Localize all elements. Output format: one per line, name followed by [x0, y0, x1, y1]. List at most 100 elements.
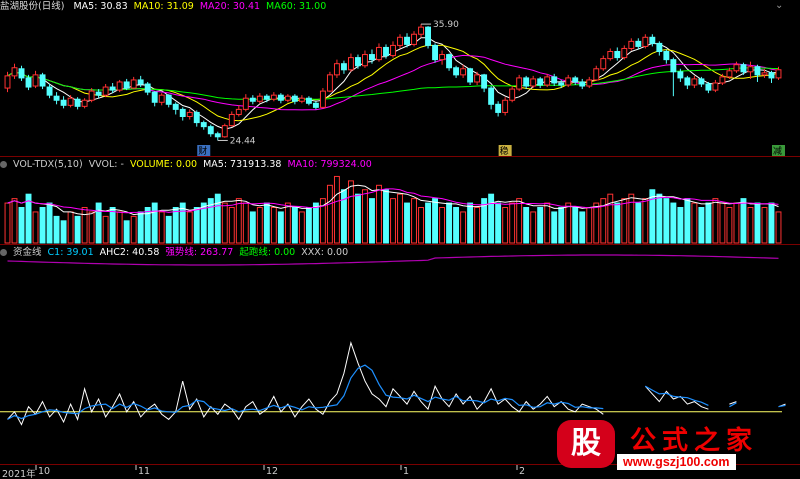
- candle-body: [172, 103, 179, 110]
- header.ma-label: MA20: 30.41: [199, 1, 261, 12]
- candle-body: [4, 75, 11, 89]
- volume-bar: [663, 198, 670, 244]
- candle-body: [151, 91, 158, 103]
- volume-bar: [263, 202, 270, 244]
- candle-body: [179, 108, 186, 117]
- candle-body: [649, 36, 656, 44]
- ind_header-label: XXX: 0.00: [301, 247, 349, 258]
- volume-bar: [768, 202, 775, 244]
- volume-bar: [691, 202, 698, 244]
- pane-divider: [0, 156, 800, 157]
- ind_header-label: AHC2: 40.58: [99, 247, 160, 258]
- candle-body: [439, 54, 446, 61]
- volume-bar: [670, 202, 677, 244]
- volume-bar: [46, 202, 53, 244]
- volume-bar: [319, 198, 326, 244]
- event-marker-label: 财: [198, 145, 207, 157]
- candle-body: [712, 82, 719, 91]
- volume-bar: [221, 202, 228, 244]
- volume-bar: [509, 202, 516, 244]
- volume-bar: [754, 202, 761, 244]
- panel-toggle-icon[interactable]: [0, 249, 7, 256]
- candle-body: [397, 36, 403, 46]
- watermark: 股 公式之家 www.gszj100.com: [555, 420, 795, 472]
- candle-body: [719, 76, 726, 84]
- candle-body: [200, 122, 207, 128]
- collapse-icon[interactable]: ⌄: [775, 0, 784, 11]
- candle-body: [137, 79, 144, 85]
- header.ma-label: MA10: 31.09: [133, 1, 194, 12]
- volume-bar: [4, 202, 11, 244]
- volume-bar: [123, 220, 130, 244]
- volume-bar: [712, 198, 719, 244]
- candle-body: [600, 58, 607, 70]
- candle-body: [102, 86, 109, 96]
- x-axis-tick-label: 12: [266, 466, 279, 477]
- candle-body: [18, 68, 25, 79]
- volume-bar: [530, 211, 537, 244]
- ma60-line: [7, 67, 779, 100]
- volume-bar: [81, 207, 88, 244]
- candle-body: [460, 68, 467, 76]
- volume-bar: [333, 175, 340, 244]
- volume-bar: [439, 207, 446, 244]
- volume-bar: [481, 198, 488, 244]
- candle-body: [326, 74, 333, 92]
- candle-body: [312, 102, 319, 108]
- candle-body: [754, 66, 761, 76]
- candle-body: [109, 86, 116, 91]
- volume-bar: [726, 207, 733, 244]
- candle-body: [551, 76, 558, 84]
- candle-body: [530, 78, 537, 87]
- volume-bar: [256, 207, 263, 244]
- volume-bar: [179, 202, 186, 244]
- volume-bar: [186, 211, 193, 244]
- volume-bar: [614, 202, 621, 244]
- pane-divider: [0, 244, 800, 245]
- volume-bar: [775, 211, 782, 244]
- candle-body: [130, 79, 137, 89]
- volume-bar: [298, 211, 305, 244]
- watermark-title: 公式之家: [630, 426, 759, 456]
- candle-body: [607, 51, 614, 60]
- fund-line-ahc2: [778, 404, 786, 408]
- strong-line: [7, 254, 779, 266]
- volume-bar: [467, 202, 474, 244]
- candle-body: [277, 94, 284, 101]
- panel-toggle-icon[interactable]: [0, 161, 7, 168]
- volume-bar: [558, 207, 565, 244]
- volume-bar: [32, 211, 39, 244]
- candle-body: [60, 99, 67, 106]
- candle-body: [116, 81, 123, 91]
- indicator-header: 资金线 C1: 39.01 AHC2: 40.58 强势线: 263.77 起跑线: 0…: [0, 246, 360, 259]
- ma10-line: [7, 44, 779, 122]
- candle-body: [565, 77, 572, 86]
- candle-body: [614, 51, 621, 59]
- volume-bar: [165, 215, 172, 244]
- candle-body: [207, 126, 214, 135]
- price-header: 盐湖股份(日线) MA5: 30.83 MA10: 31.09 MA20: 30.4…: [0, 0, 338, 13]
- volume-bar: [214, 193, 221, 244]
- volume-bar: [25, 193, 32, 244]
- candle-body: [593, 68, 600, 81]
- x-axis-tick-label: 2: [519, 466, 526, 477]
- candle-body: [123, 81, 130, 89]
- volume-bar: [425, 202, 431, 244]
- volume-bar: [642, 198, 649, 244]
- volume-bar: [551, 211, 558, 244]
- candle-body: [67, 97, 74, 106]
- volume-bar: [579, 211, 586, 244]
- volume-bar: [158, 211, 165, 244]
- volume-bar: [677, 207, 684, 244]
- event-marker-box: [771, 145, 785, 156]
- volume-bar: [67, 211, 74, 244]
- candle-body: [355, 57, 361, 67]
- vol_header-label: MA10: 799324.00: [287, 159, 372, 170]
- volume-bar: [397, 193, 403, 244]
- volume-bar: [432, 198, 439, 244]
- candle-body: [74, 98, 81, 107]
- x-axis-tick-label: 1: [403, 466, 410, 477]
- candle-body: [411, 33, 417, 45]
- candle-body: [558, 82, 565, 86]
- volume-bar: [60, 220, 67, 244]
